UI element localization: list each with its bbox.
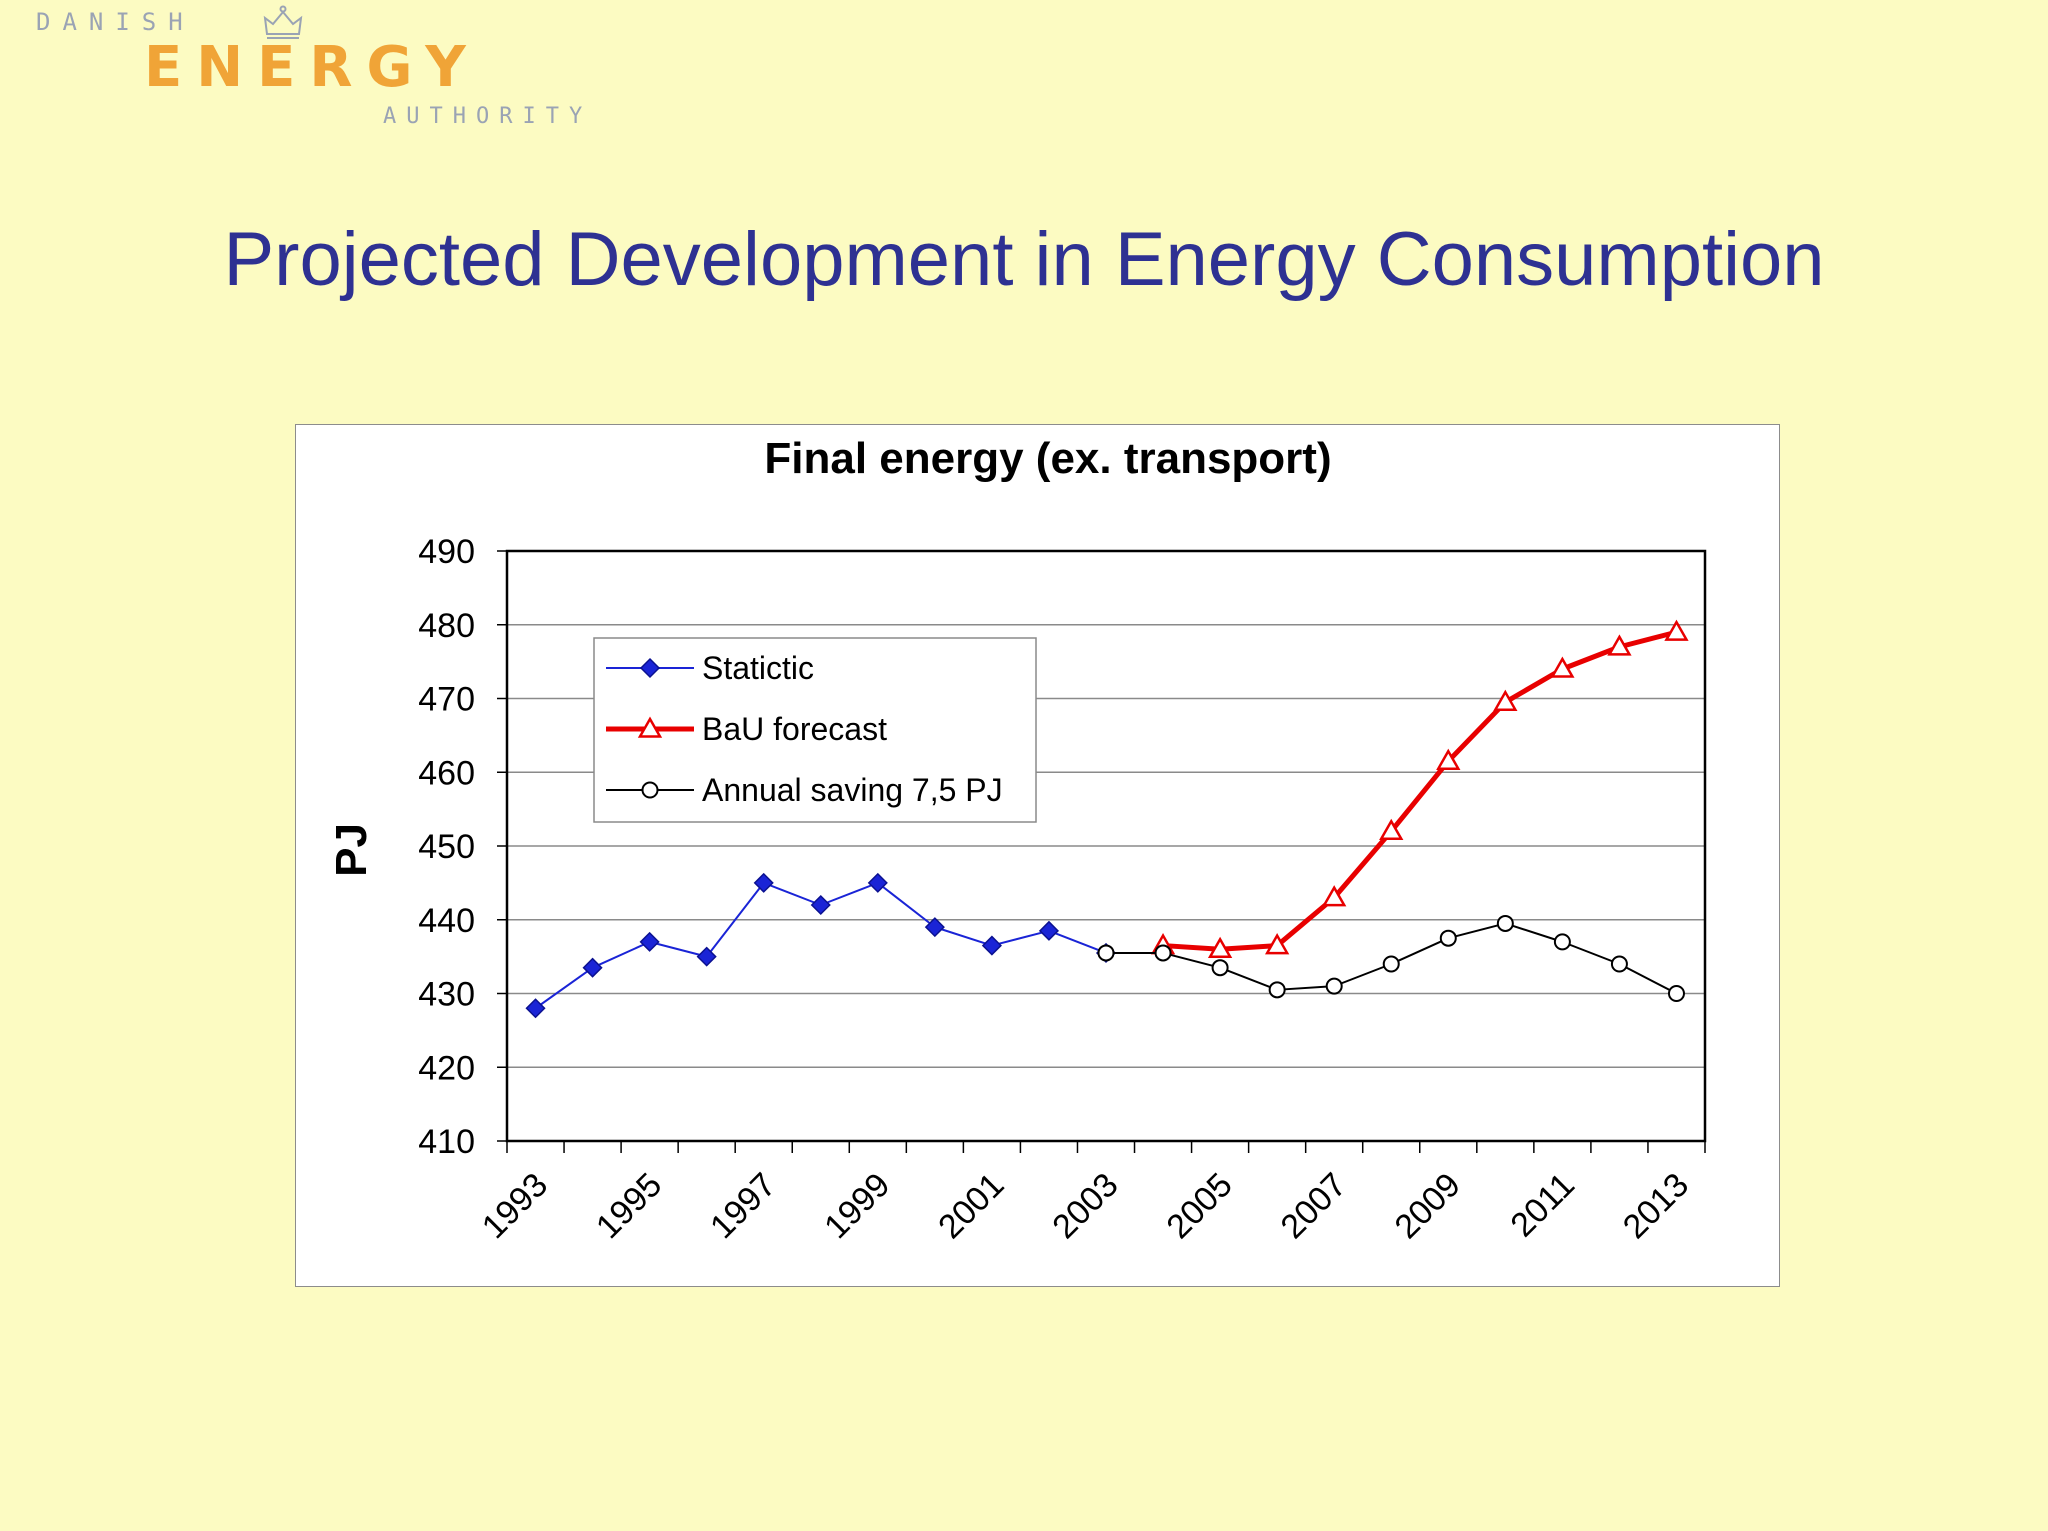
data-point-circle bbox=[1268, 981, 1286, 999]
crown-icon bbox=[263, 5, 303, 39]
y-axis-label: PJ bbox=[327, 823, 376, 877]
series bbox=[525, 619, 1689, 1019]
x-tick-label: 2001 bbox=[931, 1166, 1011, 1246]
data-point-triangle bbox=[1264, 933, 1290, 955]
data-point-circle bbox=[1553, 933, 1571, 951]
data-point-triangle bbox=[1493, 689, 1518, 711]
data-point-circle bbox=[641, 781, 659, 799]
logo-text-authority: AUTHORITY bbox=[383, 104, 593, 129]
series-0 bbox=[525, 872, 1117, 1019]
data-point-circle bbox=[1496, 914, 1514, 932]
data-point-diamond bbox=[525, 998, 546, 1019]
logo-text-energy: ENERGY bbox=[144, 35, 480, 100]
x-tick-label: 1993 bbox=[475, 1166, 555, 1246]
data-point-triangle bbox=[1550, 656, 1575, 678]
series-2 bbox=[1097, 914, 1685, 1002]
data-point-diamond bbox=[582, 957, 603, 978]
data-point-diamond bbox=[810, 894, 831, 916]
y-tick-label: 430 bbox=[418, 976, 475, 1014]
data-point-triangle bbox=[637, 716, 663, 738]
legend-item: Annual saving 7,5 PJ bbox=[606, 772, 1003, 808]
legend: Statictic BaU forecast Annual saving 7,5 P… bbox=[593, 637, 1037, 823]
data-point-circle bbox=[1439, 929, 1457, 947]
data-point-circle bbox=[1667, 985, 1685, 1002]
data-point-diamond bbox=[924, 917, 945, 938]
y-tick-label: 470 bbox=[418, 681, 475, 719]
y-tick-label: 490 bbox=[418, 533, 475, 571]
data-point-diamond bbox=[753, 872, 774, 893]
data-point-circle bbox=[1211, 959, 1229, 977]
data-point-circle bbox=[1382, 955, 1400, 973]
slide-title: Projected Development in Energy Consumpt… bbox=[223, 217, 1825, 302]
data-point-triangle bbox=[1436, 748, 1461, 770]
data-point-circle bbox=[1097, 944, 1115, 962]
data-point-triangle bbox=[1607, 634, 1632, 656]
data-point-triangle bbox=[1207, 936, 1233, 958]
danish-energy-authority-logo: DANISH ENERGY AUTHORITY bbox=[36, 4, 616, 134]
data-point-diamond bbox=[981, 935, 1002, 956]
data-point-triangle bbox=[1664, 619, 1689, 641]
y-tick-label: 450 bbox=[418, 828, 475, 866]
x-tick-label: 1997 bbox=[703, 1166, 783, 1246]
data-point-diamond bbox=[639, 657, 661, 679]
data-point-triangle bbox=[1379, 818, 1404, 840]
x-tick-label: 2005 bbox=[1159, 1166, 1239, 1246]
x-tick-label: 2003 bbox=[1045, 1166, 1125, 1246]
y-tick-label: 480 bbox=[418, 607, 475, 645]
plot-area-border bbox=[505, 549, 1707, 1143]
data-point-triangle bbox=[1322, 885, 1347, 907]
data-point-diamond bbox=[639, 931, 660, 952]
legend-label: Annual saving 7,5 PJ bbox=[702, 772, 1003, 808]
y-tick-label: 410 bbox=[418, 1123, 475, 1161]
legend-label: Statictic bbox=[702, 650, 814, 686]
series-line bbox=[1162, 629, 1678, 952]
y-tick-label: 460 bbox=[418, 754, 475, 792]
x-tick-label: 1995 bbox=[589, 1166, 669, 1246]
y-tick-label: 440 bbox=[418, 902, 475, 940]
data-point-circle bbox=[1154, 944, 1172, 962]
data-point-circle bbox=[1610, 955, 1628, 973]
legend-item: Statictic bbox=[606, 650, 814, 686]
x-tick-label: 1999 bbox=[817, 1166, 897, 1246]
y-tick-label: 420 bbox=[418, 1049, 475, 1087]
data-point-diamond bbox=[867, 872, 888, 893]
x-tick-label: 2013 bbox=[1616, 1166, 1696, 1246]
legend-item: BaU forecast bbox=[606, 711, 887, 747]
x-tick-label: 2007 bbox=[1273, 1166, 1353, 1246]
data-point-diamond bbox=[1038, 920, 1060, 941]
logo-text-danish: DANISH bbox=[36, 8, 195, 36]
data-point-diamond bbox=[696, 946, 717, 967]
chart-panel: Final energy (ex. transport) PJ 410 420 43… bbox=[295, 424, 1780, 1287]
data-point-circle bbox=[1325, 977, 1343, 995]
series-1 bbox=[1150, 619, 1689, 958]
legend-label: BaU forecast bbox=[702, 711, 887, 747]
chart-title: Final energy (ex. transport) bbox=[764, 434, 1331, 483]
line-chart: Final energy (ex. transport) PJ 410 420 43… bbox=[327, 434, 1707, 1246]
x-tick-label: 2011 bbox=[1503, 1166, 1582, 1245]
x-tick-label: 2009 bbox=[1388, 1166, 1468, 1246]
